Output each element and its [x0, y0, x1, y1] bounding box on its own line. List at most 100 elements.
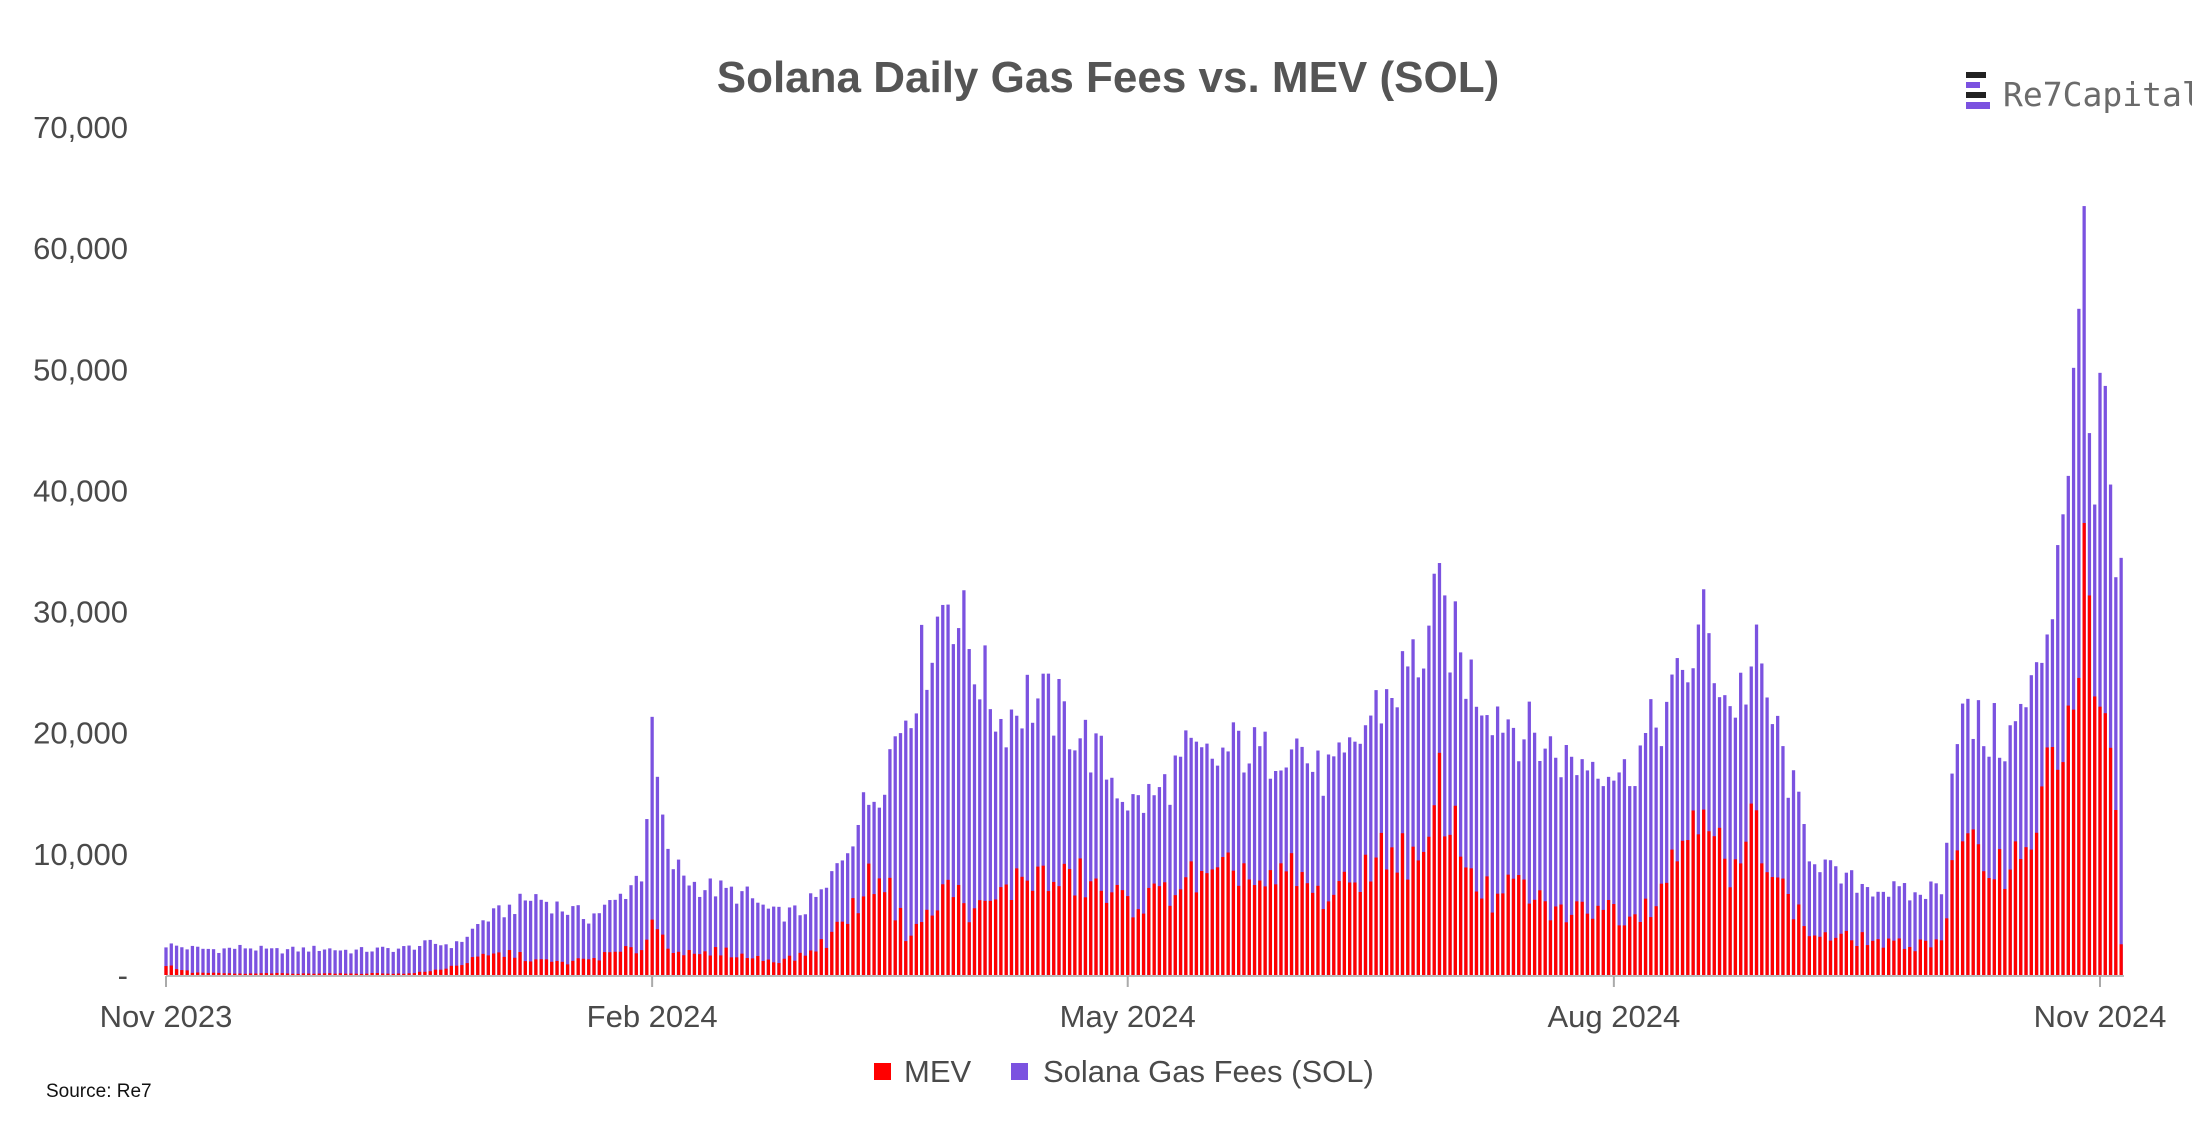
mev-bar [1332, 894, 1336, 975]
mev-bar [1099, 890, 1103, 975]
mev-bar [1062, 863, 1066, 975]
mev-bar [703, 951, 707, 975]
mev-bar [1020, 876, 1024, 975]
mev-bar [1596, 905, 1600, 975]
gas-fee-bar [1110, 777, 1114, 975]
mev-bar [1147, 887, 1151, 975]
mev-bar [898, 907, 903, 975]
gas-fee-bar [1458, 652, 1463, 975]
gas-fee-bar [1200, 747, 1204, 975]
gas-fee-bar [698, 896, 702, 975]
mev-bar [428, 971, 432, 975]
gas-fee-bar [1913, 892, 1917, 975]
gas-fee-bar [1067, 749, 1072, 975]
mev-bar [296, 973, 300, 975]
gas-fee-bar [1871, 896, 1875, 975]
mev-bar [1469, 868, 1473, 975]
gas-fee-bar [1987, 756, 1991, 975]
mev-bar [972, 908, 977, 975]
mev-bar [534, 959, 538, 975]
mev-bar [1152, 883, 1156, 975]
mev-bar [1157, 886, 1162, 975]
mev-bar [386, 973, 390, 975]
mev-bar [1527, 903, 1531, 975]
gas-fee-bar [1680, 669, 1685, 975]
gas-fee-bar [888, 749, 892, 975]
mev-bar [1200, 871, 1204, 975]
mev-bar [1400, 833, 1405, 975]
mev-bar [1591, 918, 1595, 975]
mev-bar [1326, 901, 1331, 975]
mev-bar [962, 903, 966, 975]
mev-bar [491, 953, 496, 975]
mev-bar [201, 972, 205, 975]
mev-bar [592, 958, 596, 975]
mev-bar [1871, 940, 1875, 975]
mev-bar [708, 955, 712, 975]
mev-bar [1252, 885, 1257, 975]
mev-bar [291, 973, 295, 975]
mev-bar [2019, 859, 2023, 975]
mev-bar [1237, 885, 1241, 975]
mev-bar [476, 956, 480, 975]
mev-bar [967, 922, 971, 975]
gas-fee-bar [381, 946, 385, 975]
mev-bar [1052, 881, 1056, 975]
gas-fee-bar [676, 859, 681, 975]
mev-bar [671, 953, 675, 975]
mev-bar [1559, 904, 1563, 975]
mev-bar [1025, 880, 1029, 975]
mev-bar [550, 961, 554, 975]
gas-fee-bar [1622, 759, 1627, 975]
mev-bar [946, 879, 950, 975]
mev-bar [333, 973, 337, 975]
gas-fee-bar [898, 733, 903, 975]
mev-bar [544, 959, 549, 975]
gas-fee-bar [592, 913, 596, 975]
gas-fee-bar [1591, 761, 1595, 975]
mev-bar [1960, 841, 1965, 975]
gas-fee-bar [661, 814, 665, 975]
gas-fee-bar [444, 944, 448, 975]
mev-bar [1786, 893, 1790, 975]
gas-fee-bar [349, 953, 353, 975]
gas-fee-bar [539, 899, 543, 975]
mev-bar [1575, 901, 1579, 975]
gas-fee-bar [407, 945, 411, 975]
mev-bar [729, 957, 734, 975]
gas-fee-bar [893, 736, 897, 975]
gas-fee-bar [1400, 651, 1405, 975]
gas-fee-bar [1231, 722, 1236, 975]
mev-bar [1828, 940, 1833, 975]
gas-fee-bar [1332, 756, 1336, 975]
y-tick-label: 30,000 [33, 595, 128, 630]
mev-bar [1067, 869, 1072, 975]
gas-fee-bar [814, 896, 818, 975]
legend-mev-label: MEV [904, 1054, 972, 1089]
gas-fee-bar [1791, 770, 1796, 975]
mev-bar [2029, 849, 2033, 975]
gas-fee-bar [1337, 742, 1341, 975]
gas-fee-bar [1781, 746, 1785, 975]
gas-fee-bar [1485, 715, 1489, 975]
gas-fee-bar [1300, 746, 1304, 975]
gas-fee-bar [2119, 557, 2123, 975]
gas-fee-bar [1506, 719, 1510, 975]
gas-fee-bar [164, 947, 168, 975]
mev-bar [1754, 810, 1759, 975]
gas-fee-bar [999, 718, 1003, 975]
gas-fee-bar [1353, 741, 1357, 975]
mev-bar [925, 909, 929, 975]
mev-bar [1231, 870, 1236, 975]
gas-fee-bar [1326, 754, 1331, 975]
mev-bar [1205, 873, 1209, 975]
mev-bar [460, 965, 464, 975]
gas-fee-bar [312, 945, 316, 975]
mev-bar [412, 973, 416, 975]
gas-fee-bar [1517, 761, 1521, 975]
gas-fee-bar [1157, 787, 1162, 975]
gas-fee-bar [217, 952, 221, 975]
gas-fee-bar [1247, 763, 1251, 975]
mev-bar [1427, 836, 1431, 975]
mev-bar [2008, 869, 2012, 975]
